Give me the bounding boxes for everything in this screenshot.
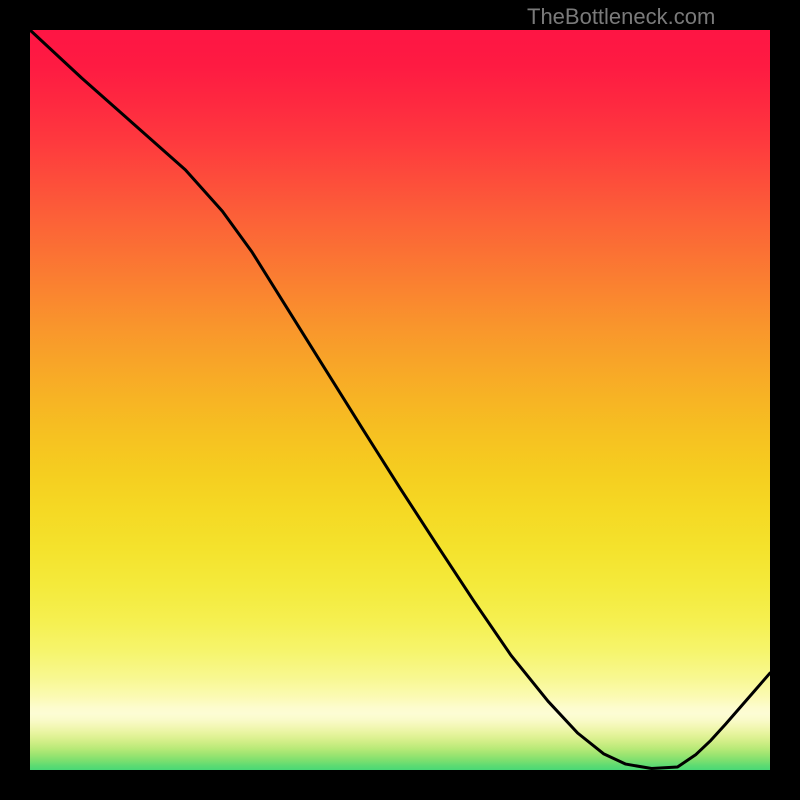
chart-frame: TheBottleneck.com	[0, 0, 800, 800]
plot-background	[30, 30, 770, 770]
watermark-text: TheBottleneck.com	[527, 4, 715, 30]
bottleneck-chart	[0, 0, 800, 800]
